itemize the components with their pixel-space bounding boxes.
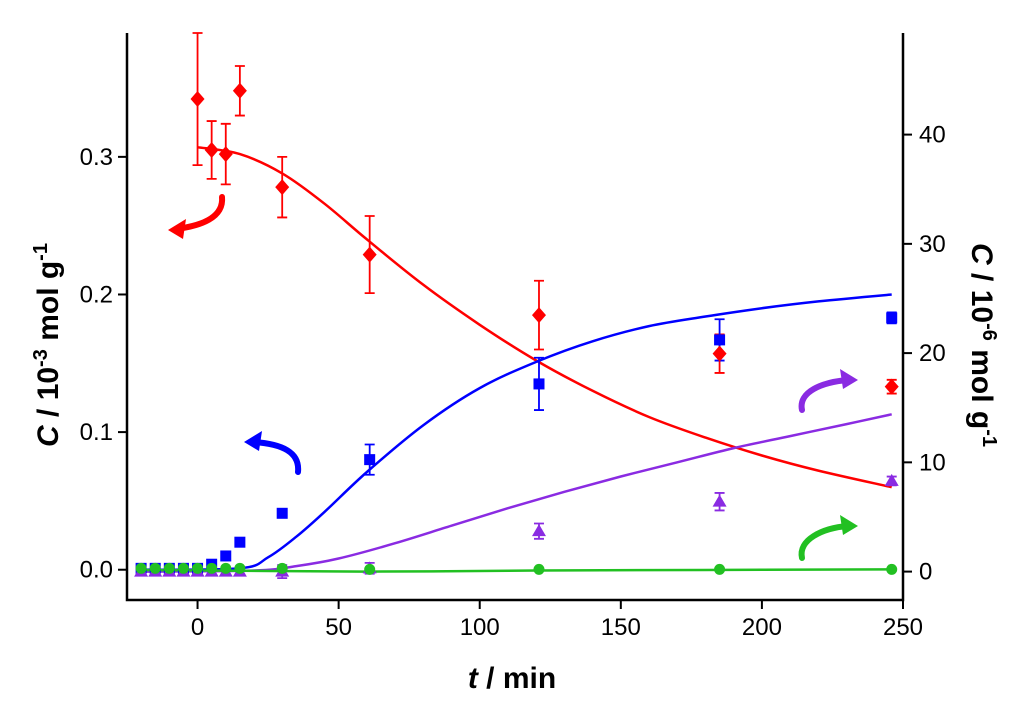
left-y-tick-label: 0.3 <box>80 144 113 171</box>
green-point <box>234 562 246 574</box>
data-points <box>134 82 899 577</box>
right-y-tick-label: 20 <box>919 340 946 367</box>
red-point <box>190 91 205 108</box>
green-point <box>206 562 218 574</box>
red-point <box>531 307 546 324</box>
left-y-tick-label: 0.2 <box>80 281 113 308</box>
plot-frame <box>125 33 905 602</box>
purple-fit-curve <box>141 413 892 573</box>
x-tick-label: 200 <box>742 614 782 641</box>
purple-axis-arrowhead <box>840 369 858 389</box>
red-axis-arrowhead <box>168 219 186 239</box>
x-tick-label: 50 <box>325 614 352 641</box>
x-axis-title: t / min <box>468 662 556 695</box>
red-point <box>362 246 377 263</box>
right-y-axis-ticks: 0 10 20 30 40 <box>903 122 946 586</box>
purple-axis-arrow <box>798 377 851 413</box>
blue-axis-arrowhead <box>244 431 262 451</box>
green-fit-curve <box>141 568 892 573</box>
green-point <box>364 563 376 575</box>
red-fit-curve <box>197 145 892 489</box>
red-point <box>218 146 233 163</box>
blue-point <box>714 334 726 346</box>
green-point <box>177 562 189 574</box>
left-y-tick-label: 0.0 <box>80 557 113 584</box>
blue-axis-arrow <box>251 439 302 475</box>
green-point <box>220 562 232 574</box>
red-point <box>712 345 727 362</box>
green-axis-arrow <box>798 523 851 561</box>
green-axis-arrowhead <box>840 515 858 535</box>
blue-point <box>886 312 898 324</box>
axis-indicator-arrows <box>168 194 858 561</box>
right-y-axis-title: C / 10-6 mol g-1 <box>965 243 1000 447</box>
green-point <box>149 562 161 574</box>
x-tick-label: 0 <box>191 614 204 641</box>
green-point <box>192 562 204 574</box>
green-point <box>135 562 147 574</box>
red-point <box>232 82 247 99</box>
blue-point <box>364 454 376 466</box>
purple-point <box>531 524 546 537</box>
purple-point <box>884 473 899 486</box>
blue-point <box>276 507 288 519</box>
red-point <box>275 179 290 196</box>
red-point <box>204 141 219 158</box>
axes-frame <box>125 33 905 602</box>
x-tick-label: 150 <box>601 614 641 641</box>
right-y-tick-label: 0 <box>919 559 932 586</box>
left-y-tick-label: 0.1 <box>80 419 113 446</box>
x-tick-label: 100 <box>460 614 500 641</box>
blue-point <box>234 536 246 548</box>
right-y-tick-label: 10 <box>919 449 946 476</box>
right-y-tick-label: 40 <box>919 122 946 149</box>
blue-point <box>220 550 232 562</box>
blue-fit-curve <box>141 293 892 571</box>
right-y-tick-label: 30 <box>919 231 946 258</box>
fit-curves <box>141 145 892 573</box>
green-point <box>276 562 288 574</box>
x-axis-ticks: 0 50 100 150 200 250 <box>191 600 923 641</box>
blue-point <box>533 378 545 390</box>
x-tick-label: 250 <box>883 614 923 641</box>
green-point <box>714 563 726 575</box>
purple-point <box>712 494 727 507</box>
red-point <box>884 378 899 395</box>
green-point <box>163 562 175 574</box>
left-y-axis-title: C / 10-3 mol g-1 <box>30 243 65 447</box>
left-y-axis-ticks: 0.0 0.1 0.2 0.3 <box>80 144 127 584</box>
green-point <box>886 563 898 575</box>
green-point <box>533 563 545 575</box>
